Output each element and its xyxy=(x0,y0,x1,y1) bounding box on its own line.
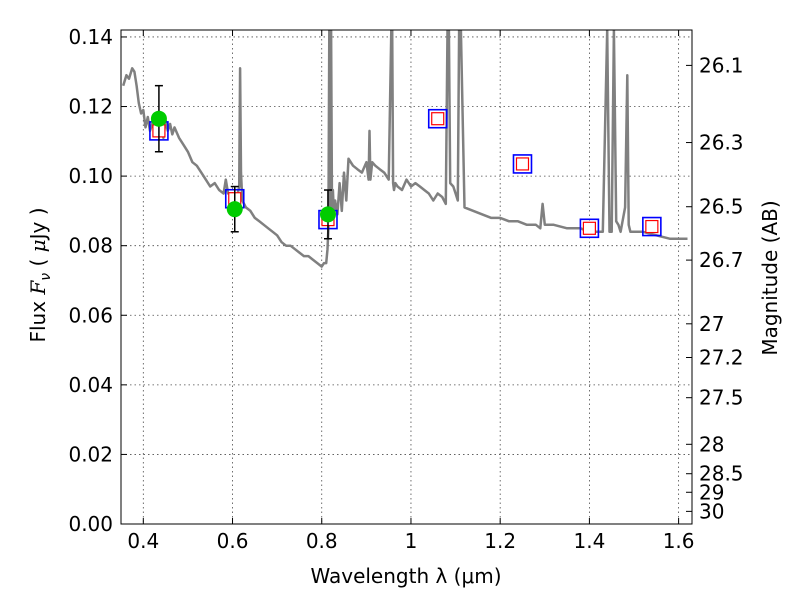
y-tick-label: 0.10 xyxy=(68,164,113,188)
observed-marker xyxy=(150,110,167,127)
y-axis-title: Flux Fν ( μJy ) xyxy=(26,207,54,342)
mag-tick-label: 26.1 xyxy=(699,53,744,77)
mag-tick-label: 26.5 xyxy=(699,195,744,219)
mag-tick-label: 26.7 xyxy=(699,248,744,272)
x-tick-label: 1.6 xyxy=(663,529,695,553)
model-points-layer xyxy=(149,108,662,239)
y-tick-label: 0.02 xyxy=(68,442,113,466)
observed-points-layer xyxy=(150,84,336,240)
x-tick-label: 1.4 xyxy=(573,529,605,553)
mag-tick-label: 28.5 xyxy=(699,462,744,486)
y-axis-title-part: F xyxy=(26,280,50,296)
mag-tick-label: 30 xyxy=(699,499,724,523)
mag-tick-label: 26.3 xyxy=(699,131,744,155)
y-axis-title-part: Flux xyxy=(26,295,50,343)
mag-tick-label: 27.2 xyxy=(699,345,744,369)
observed-marker xyxy=(226,201,243,218)
mag-tick-label: 29 xyxy=(699,480,724,504)
x-tick-label: 0.4 xyxy=(127,529,159,553)
observed-marker xyxy=(319,206,336,223)
x-tick-label: 0.6 xyxy=(217,529,249,553)
model-box-outer xyxy=(642,216,662,237)
grid xyxy=(121,30,692,524)
sed-line xyxy=(122,30,688,268)
y-tick-label: 0.06 xyxy=(68,303,113,327)
observed-point xyxy=(319,189,336,240)
y-tick-label: 0.04 xyxy=(68,373,113,397)
observed-point xyxy=(226,185,243,233)
model-box-inner xyxy=(582,221,596,235)
y-tick-label: 0.14 xyxy=(68,25,113,49)
model-box-outer xyxy=(579,218,600,239)
model-box-outer xyxy=(512,154,533,174)
plot-area xyxy=(120,29,693,525)
model-point xyxy=(642,216,662,237)
model-box-inner xyxy=(431,112,445,126)
x-axis-title: Wavelength λ (μm) xyxy=(310,564,501,588)
model-point xyxy=(579,218,600,239)
x-tick-label: 0.8 xyxy=(306,529,338,553)
model-box-inner xyxy=(515,157,530,171)
mag-tick-label: 28 xyxy=(699,432,724,456)
model-point xyxy=(512,154,533,174)
y-tick-label: 0.08 xyxy=(68,234,113,258)
model-box-outer xyxy=(427,108,448,129)
y-axis-title-part: μ xyxy=(26,239,50,252)
y-axis-title-part: ( xyxy=(26,252,50,273)
y-tick-label: 0.00 xyxy=(68,512,113,536)
x-tick-label: 1 xyxy=(405,529,418,553)
sed-line-layer xyxy=(122,30,688,268)
mag-tick-label: 27.5 xyxy=(699,386,744,410)
observed-point xyxy=(150,84,167,153)
model-point xyxy=(427,108,448,129)
y-axis-title-part: ν xyxy=(38,273,54,281)
secondary-y-axis-title: Magnitude (AB) xyxy=(758,200,782,355)
x-tick-label: 1.2 xyxy=(484,529,516,553)
mag-tick-label: 27 xyxy=(699,312,724,336)
axes: 0.4 0.6 0.8 1 1.2 1.4 1.6 0.00 0.02 0.04 0.06 0.08 0… xyxy=(68,25,743,553)
y-axis-title-part: Jy ) xyxy=(26,207,50,241)
y-tick-label: 0.12 xyxy=(68,95,113,119)
model-box-inner xyxy=(645,219,659,234)
